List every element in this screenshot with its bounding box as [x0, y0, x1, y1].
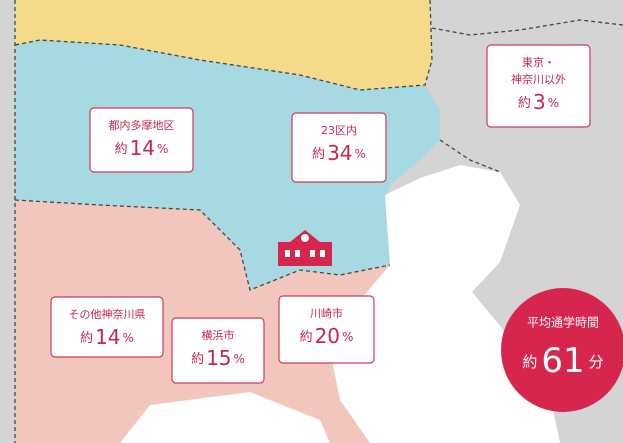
region-box	[278, 295, 375, 364]
unit: %	[234, 352, 245, 366]
unit: %	[355, 147, 366, 161]
value: 34	[327, 141, 352, 165]
value: 14	[130, 136, 155, 160]
value: 15	[206, 346, 231, 370]
region-name: 23区内	[321, 123, 357, 137]
unit: %	[157, 142, 168, 156]
region-name: その他神奈川県	[69, 307, 146, 321]
region-value: 約 34%	[312, 141, 366, 165]
commute-value: 約 61 分	[522, 341, 603, 381]
region-name: 横浜市	[202, 328, 235, 342]
region-value: 約 20%	[300, 324, 354, 348]
prefix: 約	[518, 96, 531, 111]
region-value: 約 14%	[80, 325, 134, 349]
prefix: 約	[80, 331, 93, 346]
unit: %	[123, 331, 134, 345]
border	[431, 19, 623, 36]
area-north	[15, 0, 432, 90]
prefix: 約	[115, 142, 128, 157]
commute-circle	[501, 288, 623, 412]
region-box	[50, 296, 164, 358]
value: 20	[315, 324, 340, 348]
region-name: 都内多摩地区	[109, 118, 175, 132]
region-name: 神奈川以外	[511, 72, 566, 86]
unit: 分	[589, 353, 604, 371]
border	[14, 0, 433, 91]
prefix: 約	[300, 330, 313, 345]
value: 61	[541, 341, 584, 381]
prefix: 約	[312, 147, 325, 162]
region-box	[89, 107, 194, 173]
region-box	[291, 112, 387, 183]
region-box	[171, 317, 265, 384]
unit: %	[342, 330, 353, 344]
border	[439, 139, 501, 173]
region-name: 東京・	[522, 55, 555, 69]
area-tokyo	[15, 40, 440, 290]
region-value: 約 14%	[115, 136, 169, 160]
value: 3	[533, 90, 546, 114]
sea	[330, 165, 560, 443]
commute-title: 平均通学時間	[527, 315, 599, 330]
value: 14	[95, 325, 120, 349]
region-name: 川崎市	[310, 306, 343, 320]
school-icon	[278, 230, 332, 266]
prefix: 約	[191, 352, 204, 367]
region-value: 約 15%	[191, 346, 245, 370]
border	[14, 199, 391, 291]
unit: %	[548, 96, 559, 110]
region-box	[486, 44, 591, 128]
region-value: 約 3%	[518, 90, 559, 114]
sea-south	[120, 392, 330, 443]
prefix: 約	[522, 353, 537, 371]
